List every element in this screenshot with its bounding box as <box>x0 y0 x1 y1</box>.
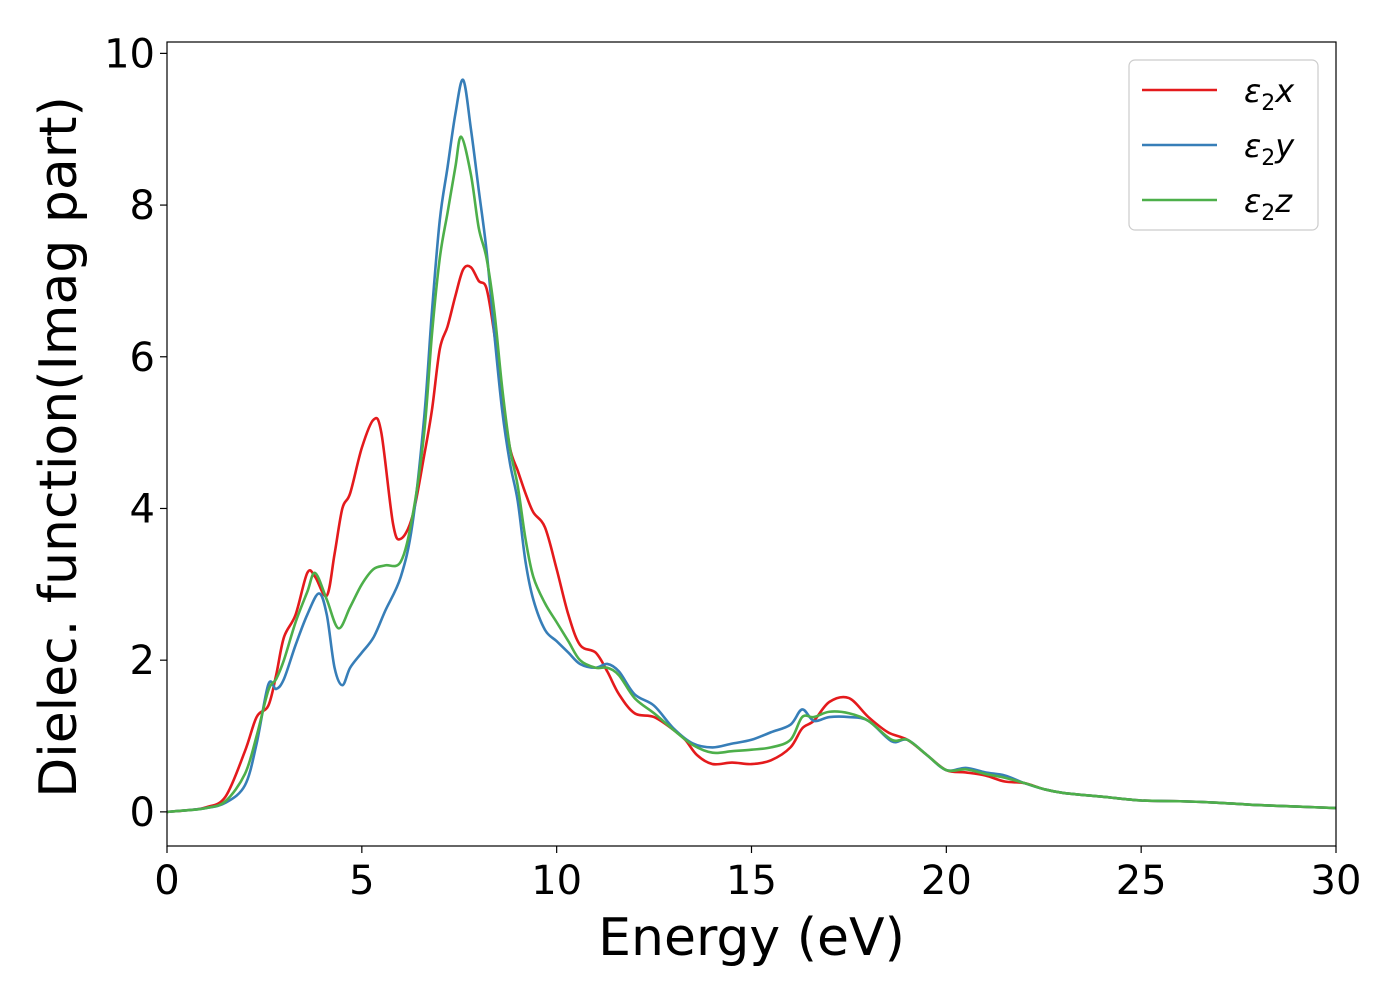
legend-item-x: ε2x <box>1142 72 1295 116</box>
y-tick-label: 10 <box>104 31 155 77</box>
legend-label-suffix: z <box>1274 182 1293 220</box>
legend-label: ε2x <box>1244 72 1295 116</box>
series-line-z <box>167 135 1336 814</box>
y-axis: 0 2 4 6 8 10 <box>104 31 167 836</box>
x-axis: 0 5 10 15 20 25 30 <box>154 846 1361 904</box>
x-tick-label: 15 <box>726 858 777 904</box>
legend-label: ε2z <box>1244 182 1293 226</box>
legend-item-z: ε2z <box>1142 182 1293 226</box>
legend-label-suffix: x <box>1274 72 1295 110</box>
legend-label-base: ε <box>1244 72 1261 110</box>
legend-label-sub: 2 <box>1261 146 1275 171</box>
x-tick-label: 10 <box>531 858 582 904</box>
y-tick-label: 8 <box>130 183 155 229</box>
legend-label: ε2y <box>1244 127 1295 171</box>
y-tick-label: 0 <box>130 790 155 836</box>
y-tick-label: 6 <box>130 335 155 381</box>
legend-label-base: ε <box>1244 182 1261 220</box>
legend-box <box>1128 59 1319 231</box>
y-tick-label: 2 <box>130 638 155 684</box>
series-layer <box>167 78 1336 814</box>
legend-label-suffix: y <box>1274 127 1295 165</box>
legend-label-sub: 2 <box>1261 201 1275 226</box>
y-tick-label: 4 <box>130 486 155 532</box>
x-axis-label: Energy (eV) <box>598 908 905 968</box>
legend-item-y: ε2y <box>1142 127 1295 171</box>
x-tick-label: 30 <box>1311 858 1362 904</box>
legend-label-base: ε <box>1244 127 1261 165</box>
x-tick-label: 0 <box>154 858 179 904</box>
legend-label-sub: 2 <box>1261 91 1275 116</box>
x-tick-label: 20 <box>921 858 972 904</box>
y-axis-label: Dielec. function(Imag part) <box>29 96 89 798</box>
x-tick-label: 25 <box>1116 858 1167 904</box>
series-line-x <box>167 264 1336 814</box>
x-tick-label: 5 <box>349 858 374 904</box>
